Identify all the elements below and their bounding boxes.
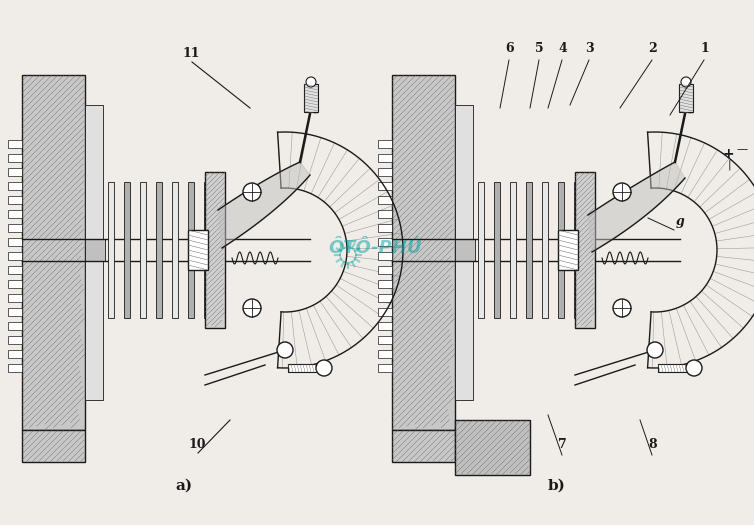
Bar — [478, 182, 484, 318]
Bar — [455, 420, 530, 475]
Bar — [574, 182, 580, 318]
Bar — [8, 266, 22, 274]
Bar — [304, 84, 318, 112]
Text: 11: 11 — [183, 47, 201, 60]
Bar — [172, 182, 178, 318]
Text: ÔTÔ-PHÚ: ÔTÔ-PHÚ — [328, 239, 421, 257]
Bar — [8, 140, 22, 148]
Bar — [378, 266, 392, 274]
Bar — [378, 336, 392, 344]
Bar — [378, 252, 392, 260]
Circle shape — [306, 77, 316, 87]
Circle shape — [243, 183, 261, 201]
Bar — [8, 168, 22, 176]
Polygon shape — [218, 162, 310, 248]
Bar — [378, 294, 392, 302]
Bar — [8, 280, 22, 288]
Bar — [8, 238, 22, 246]
Bar — [526, 182, 532, 318]
Bar — [378, 322, 392, 330]
Text: —: — — [736, 144, 747, 154]
Bar — [494, 182, 500, 318]
Bar — [140, 182, 146, 318]
Circle shape — [243, 299, 261, 317]
Bar — [188, 230, 208, 270]
Circle shape — [613, 183, 631, 201]
Circle shape — [647, 342, 663, 358]
Text: b): b) — [548, 479, 566, 493]
Circle shape — [613, 299, 631, 317]
Text: 6: 6 — [505, 42, 513, 55]
Bar — [378, 210, 392, 218]
Bar — [392, 430, 455, 462]
Bar — [378, 280, 392, 288]
Bar — [378, 308, 392, 316]
Text: 10: 10 — [188, 438, 206, 451]
Bar — [378, 182, 392, 190]
Bar — [378, 238, 392, 246]
Bar — [378, 350, 392, 358]
Bar — [288, 364, 316, 372]
Bar — [8, 196, 22, 204]
Bar — [8, 210, 22, 218]
Bar — [188, 182, 194, 318]
Bar — [392, 75, 455, 430]
Circle shape — [316, 360, 332, 376]
Bar — [85, 105, 103, 400]
Text: +: + — [722, 147, 734, 161]
Bar — [8, 308, 22, 316]
Bar — [8, 224, 22, 232]
Bar — [378, 224, 392, 232]
Bar — [658, 364, 686, 372]
Bar — [542, 182, 548, 318]
Text: g: g — [676, 215, 685, 228]
Bar — [22, 430, 85, 462]
Bar — [205, 172, 225, 328]
Text: |: | — [728, 160, 731, 171]
Bar — [378, 140, 392, 148]
Polygon shape — [588, 162, 685, 252]
Bar — [204, 182, 210, 318]
Bar — [8, 182, 22, 190]
Bar — [22, 75, 85, 430]
Text: 2: 2 — [648, 42, 657, 55]
Circle shape — [277, 342, 293, 358]
Bar — [156, 182, 162, 318]
Bar — [8, 252, 22, 260]
Bar — [8, 154, 22, 162]
Bar — [378, 168, 392, 176]
Bar — [558, 230, 578, 270]
Text: 1: 1 — [700, 42, 709, 55]
Bar — [455, 105, 473, 400]
Text: 7: 7 — [558, 438, 567, 451]
Bar — [510, 182, 516, 318]
Circle shape — [681, 77, 691, 87]
Bar — [679, 84, 693, 112]
Bar — [8, 364, 22, 372]
Bar — [85, 239, 105, 261]
Circle shape — [686, 360, 702, 376]
Bar — [8, 294, 22, 302]
Bar — [378, 154, 392, 162]
Bar — [455, 239, 475, 261]
Bar — [8, 336, 22, 344]
Bar — [378, 196, 392, 204]
Bar — [108, 182, 114, 318]
Bar — [8, 350, 22, 358]
Bar — [8, 322, 22, 330]
Bar — [575, 172, 595, 328]
Text: a): a) — [175, 479, 192, 493]
Text: 4: 4 — [558, 42, 567, 55]
Bar — [558, 182, 564, 318]
Text: 5: 5 — [535, 42, 544, 55]
Text: 8: 8 — [648, 438, 657, 451]
Text: 3: 3 — [585, 42, 593, 55]
Bar — [378, 364, 392, 372]
Bar — [124, 182, 130, 318]
